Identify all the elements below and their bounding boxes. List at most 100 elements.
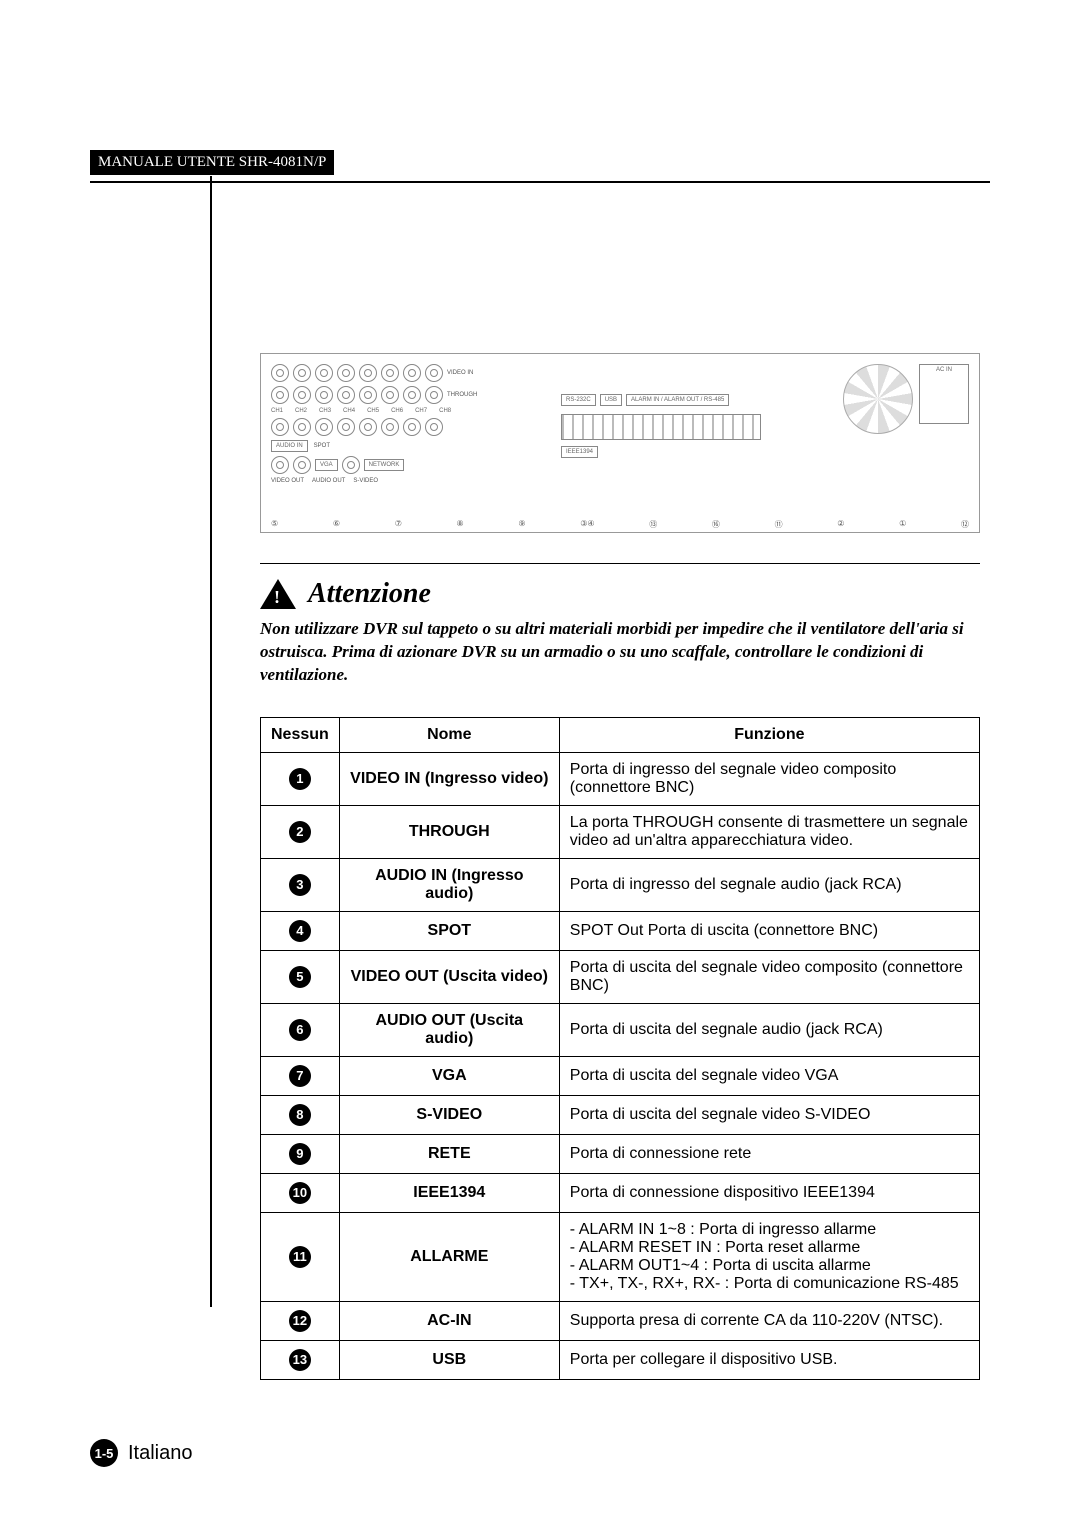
row-number: 6 xyxy=(261,1003,340,1056)
manual-title: MANUALE UTENTE SHR-4081N/P xyxy=(90,150,334,175)
row-number: 13 xyxy=(261,1340,340,1379)
top-rule xyxy=(90,181,990,183)
diagram-callout: ⑥ xyxy=(333,519,340,530)
row-function: Porta di connessione rete xyxy=(559,1134,979,1173)
table-row: 1VIDEO IN (Ingresso video)Porta di ingre… xyxy=(261,752,980,805)
table-row: 12AC-INSupporta presa di corrente CA da … xyxy=(261,1301,980,1340)
row-name: VIDEO IN (Ingresso video) xyxy=(339,752,559,805)
row-name: AUDIO OUT (Uscita audio) xyxy=(339,1003,559,1056)
diagram-through-label: THROUGH xyxy=(447,392,477,398)
row-name: USB xyxy=(339,1340,559,1379)
ch-label: CH7 xyxy=(415,408,427,414)
row-number: 2 xyxy=(261,805,340,858)
diagram-callout: ③④ xyxy=(580,519,594,530)
diagram-callout: ⑦ xyxy=(395,519,402,530)
ch-label: CH1 xyxy=(271,408,283,414)
row-function: Porta di ingresso del segnale audio (jac… xyxy=(559,858,979,911)
row-name: AUDIO IN (Ingresso audio) xyxy=(339,858,559,911)
row-function: SPOT Out Porta di uscita (connettore BNC… xyxy=(559,911,979,950)
row-function: Porta di uscita del segnale audio (jack … xyxy=(559,1003,979,1056)
rear-panel-diagram: VIDEO IN THROUGH CH1 CH2 CH3 CH4 CH5 CH6… xyxy=(260,353,980,533)
row-name: RETE xyxy=(339,1134,559,1173)
row-function: Supporta presa di corrente CA da 110-220… xyxy=(559,1301,979,1340)
ch-label: CH8 xyxy=(439,408,451,414)
table-row: 8S-VIDEOPorta di uscita del segnale vide… xyxy=(261,1095,980,1134)
table-row: 3AUDIO IN (Ingresso audio)Porta di ingre… xyxy=(261,858,980,911)
ch-label: CH3 xyxy=(319,408,331,414)
diagram-ieee-label: IEEE1394 xyxy=(561,446,598,458)
diagram-callout: ② xyxy=(837,519,844,530)
table-row: 11ALLARMEALARM IN 1~8 : Porta di ingress… xyxy=(261,1212,980,1301)
table-row: 5VIDEO OUT (Uscita video)Porta di uscita… xyxy=(261,950,980,1003)
row-name: SPOT xyxy=(339,911,559,950)
row-name: VIDEO OUT (Uscita video) xyxy=(339,950,559,1003)
row-function: Porta di connessione dispositivo IEEE139… xyxy=(559,1173,979,1212)
row-function: Porta di uscita del segnale video VGA xyxy=(559,1056,979,1095)
diagram-callout: ⑪ xyxy=(775,519,783,530)
diagram-usb-label: USB xyxy=(600,394,622,406)
th-func: Funzione xyxy=(559,717,979,752)
ch-label: CH5 xyxy=(367,408,379,414)
page-footer: 1-5 Italiano xyxy=(90,1439,193,1467)
row-number: 7 xyxy=(261,1056,340,1095)
diagram-acin: AC IN xyxy=(919,364,969,424)
ch-label: CH6 xyxy=(391,408,403,414)
attention-body: Non utilizzare DVR sul tappeto o su altr… xyxy=(260,618,980,687)
row-name: S-VIDEO xyxy=(339,1095,559,1134)
page-number-badge: 1-5 xyxy=(90,1439,118,1467)
diagram-terminal-block xyxy=(561,414,761,440)
diagram-callout: ① xyxy=(899,519,906,530)
warning-icon xyxy=(260,579,296,609)
row-number: 11 xyxy=(261,1212,340,1301)
diagram-callout: ⑧ xyxy=(457,519,464,530)
row-name: IEEE1394 xyxy=(339,1173,559,1212)
row-number: 9 xyxy=(261,1134,340,1173)
table-row: 6AUDIO OUT (Uscita audio)Porta di uscita… xyxy=(261,1003,980,1056)
diagram-callout: ⑬ xyxy=(649,519,657,530)
diagram-video-in-label: VIDEO IN xyxy=(447,370,473,376)
diagram-vga-label: VGA xyxy=(315,459,338,471)
row-name: VGA xyxy=(339,1056,559,1095)
diagram-acin-label: AC IN xyxy=(936,367,952,373)
diagram-svideo-label: S-VIDEO xyxy=(353,478,378,484)
ch-label: CH4 xyxy=(343,408,355,414)
diagram-network-label: NETWORK xyxy=(364,459,405,471)
table-row: 2THROUGHLa porta THROUGH consente di tra… xyxy=(261,805,980,858)
row-function: Porta di ingresso del segnale video comp… xyxy=(559,752,979,805)
row-number: 4 xyxy=(261,911,340,950)
row-number: 10 xyxy=(261,1173,340,1212)
table-row: 13USBPorta per collegare il dispositivo … xyxy=(261,1340,980,1379)
diagram-audio-in-label: AUDIO IN xyxy=(271,440,308,452)
row-number: 1 xyxy=(261,752,340,805)
row-function: Porta per collegare il dispositivo USB. xyxy=(559,1340,979,1379)
diagram-callout: ⑫ xyxy=(961,519,969,530)
th-name: Nome xyxy=(339,717,559,752)
table-row: 10IEEE1394Porta di connessione dispositi… xyxy=(261,1173,980,1212)
th-num: Nessun xyxy=(261,717,340,752)
row-function: La porta THROUGH consente di trasmettere… xyxy=(559,805,979,858)
row-name: ALLARME xyxy=(339,1212,559,1301)
row-name: THROUGH xyxy=(339,805,559,858)
attention-rule xyxy=(260,563,980,564)
table-row: 7VGAPorta di uscita del segnale video VG… xyxy=(261,1056,980,1095)
diagram-callout: ⑤ xyxy=(271,519,278,530)
table-row: 4SPOTSPOT Out Porta di uscita (connettor… xyxy=(261,911,980,950)
row-number: 5 xyxy=(261,950,340,1003)
diagram-callout: ⑨ xyxy=(518,519,525,530)
row-function: ALARM IN 1~8 : Porta di ingresso allarme… xyxy=(559,1212,979,1301)
attention-heading: Attenzione xyxy=(308,578,431,610)
row-function: Porta di uscita del segnale video S-VIDE… xyxy=(559,1095,979,1134)
diagram-spot-label: SPOT xyxy=(314,443,330,449)
row-number: 3 xyxy=(261,858,340,911)
diagram-alarm-label: ALARM IN / ALARM OUT / RS-485 xyxy=(626,394,729,406)
row-name: AC-IN xyxy=(339,1301,559,1340)
diagram-fan xyxy=(843,364,913,434)
row-function: Porta di uscita del segnale video compos… xyxy=(559,950,979,1003)
diagram-video-out-label: VIDEO OUT xyxy=(271,478,304,484)
diagram-audio-out-label: AUDIO OUT xyxy=(312,478,345,484)
footer-language: Italiano xyxy=(128,1442,193,1465)
diagram-rs232c-label: RS-232C xyxy=(561,394,596,406)
row-number: 12 xyxy=(261,1301,340,1340)
ch-label: CH2 xyxy=(295,408,307,414)
table-row: 9RETEPorta di connessione rete xyxy=(261,1134,980,1173)
